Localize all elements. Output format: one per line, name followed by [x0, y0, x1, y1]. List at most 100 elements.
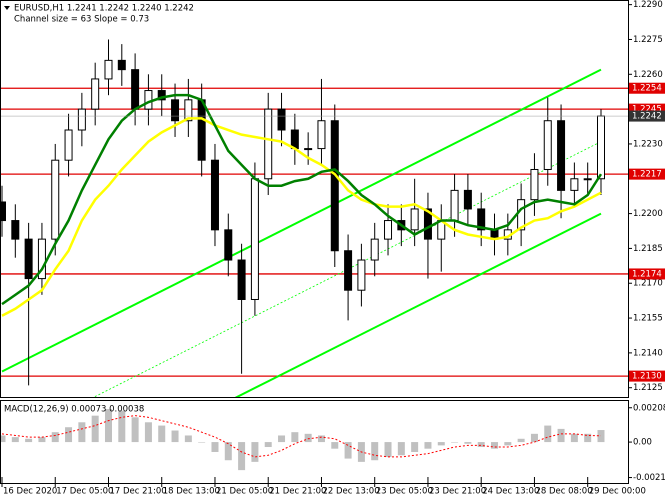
candle-body — [131, 69, 140, 110]
macd-bar — [278, 435, 286, 443]
macd-tick-label: 0.00 — [633, 438, 652, 448]
candle-body — [357, 259, 366, 291]
macd-bar — [78, 422, 86, 443]
macd-bar — [251, 442, 259, 462]
candle-body — [197, 99, 206, 161]
x-tick-label: 24 Dec 13:00 — [482, 487, 539, 497]
candle-body — [570, 178, 579, 191]
macd-bar — [557, 428, 565, 443]
x-tick-label: 17 Dec 21:00 — [109, 487, 166, 497]
moving-average — [1, 93, 603, 306]
y-tick-label: 1.2275 — [633, 35, 663, 45]
candle-body — [91, 78, 100, 110]
chart-title: EURUSD,H1 1.2241 1.2242 1.2240 1.2242 — [14, 4, 194, 14]
macd-bar — [65, 427, 73, 443]
macd-bar — [437, 442, 445, 446]
price-pane — [0, 39, 628, 397]
candle-body — [543, 120, 552, 170]
candle-body — [477, 208, 486, 231]
macd-bar — [544, 425, 552, 443]
y-tick-label: 1.2140 — [633, 348, 663, 358]
macd-bar — [344, 442, 352, 459]
level-box — [629, 268, 665, 280]
x-tick-label: 16 Dec 2020 — [3, 487, 57, 497]
macd-label: MACD(12,26,9) 0.00073 0.00038 — [4, 405, 144, 415]
macd-bar — [424, 442, 432, 449]
macd-bar — [224, 442, 232, 461]
macd-bar — [198, 442, 206, 443]
macd-bar — [477, 442, 485, 448]
macd-bar — [38, 437, 46, 443]
candle-body — [64, 129, 73, 161]
level-label: 1.2174 — [632, 269, 662, 279]
title-arrow — [4, 6, 10, 10]
macd-bar — [451, 442, 459, 443]
macd-bar — [411, 442, 419, 452]
candle-body — [171, 99, 180, 122]
macd-bar — [104, 409, 112, 443]
candle-body — [597, 115, 605, 180]
level-box — [629, 82, 665, 94]
macd-bar — [304, 433, 312, 443]
macd-bar — [464, 442, 472, 444]
candle-body — [24, 238, 33, 280]
macd-bar — [184, 435, 192, 443]
candle-body — [304, 148, 313, 151]
macd-bar — [491, 442, 499, 449]
macd-bar — [517, 438, 525, 443]
current-price-box — [629, 110, 665, 122]
candle-body — [144, 90, 153, 110]
macd-bar — [211, 442, 219, 452]
candle-body — [583, 178, 592, 181]
y-tick-label: 1.2125 — [633, 383, 663, 393]
y-tick-label: 1.2260 — [633, 70, 663, 80]
current-price-label: 1.2242 — [632, 112, 662, 122]
price-frame — [0, 0, 629, 398]
x-tick-label: 22 Dec 13:00 — [322, 487, 379, 497]
macd-bar — [597, 430, 605, 443]
x-tick-label: 18 Dec 13:00 — [163, 487, 220, 497]
macd-bar — [570, 433, 578, 443]
y-tick-label: 1.2170 — [633, 279, 663, 289]
macd-bar — [238, 442, 246, 471]
candle-body — [184, 99, 193, 122]
macd-bar — [530, 433, 538, 443]
candle-body — [157, 90, 166, 101]
channel-upper — [1, 68, 602, 373]
candle-body — [463, 189, 472, 210]
candle-body — [277, 108, 286, 131]
level-label: 1.2254 — [632, 84, 662, 94]
y-tick-label: 1.2230 — [633, 139, 663, 149]
macd-bar — [118, 410, 126, 443]
candle-body — [250, 178, 259, 300]
macd-bar — [504, 442, 512, 446]
level-label: 1.2217 — [632, 170, 662, 180]
candle-body — [384, 220, 393, 240]
macd-bar — [331, 442, 339, 449]
macd-bar — [371, 442, 379, 461]
chart-subtitle: Channel size = 63 Slope = 0.73 — [14, 15, 149, 25]
macd-bar — [25, 438, 33, 443]
level-label: 1.2130 — [632, 372, 662, 382]
candle-body — [51, 159, 60, 240]
y-tick-label: 1.2200 — [633, 209, 663, 219]
candle-body — [11, 220, 20, 240]
x-tick-label: 23 Dec 21:00 — [429, 487, 486, 497]
macd-bar — [264, 442, 272, 448]
macd-bar — [11, 437, 19, 443]
macd-bar — [144, 422, 152, 443]
x-tick-label: 21 Dec 21:00 — [269, 487, 326, 497]
x-tick-label: 21 Dec 05:00 — [216, 487, 273, 497]
candle-body — [210, 159, 219, 231]
candle-body — [237, 259, 246, 300]
x-tick-label: 29 Dec 00:00 — [589, 487, 646, 497]
candle-body — [370, 238, 379, 261]
candle-body — [530, 168, 539, 201]
candle-body — [104, 59, 113, 80]
level-label: 1.2245 — [632, 105, 662, 115]
macd-bar — [131, 417, 139, 443]
macd-bar — [158, 425, 166, 443]
candle-body — [317, 120, 326, 150]
x-tick-label: 23 Dec 05:00 — [376, 487, 433, 497]
